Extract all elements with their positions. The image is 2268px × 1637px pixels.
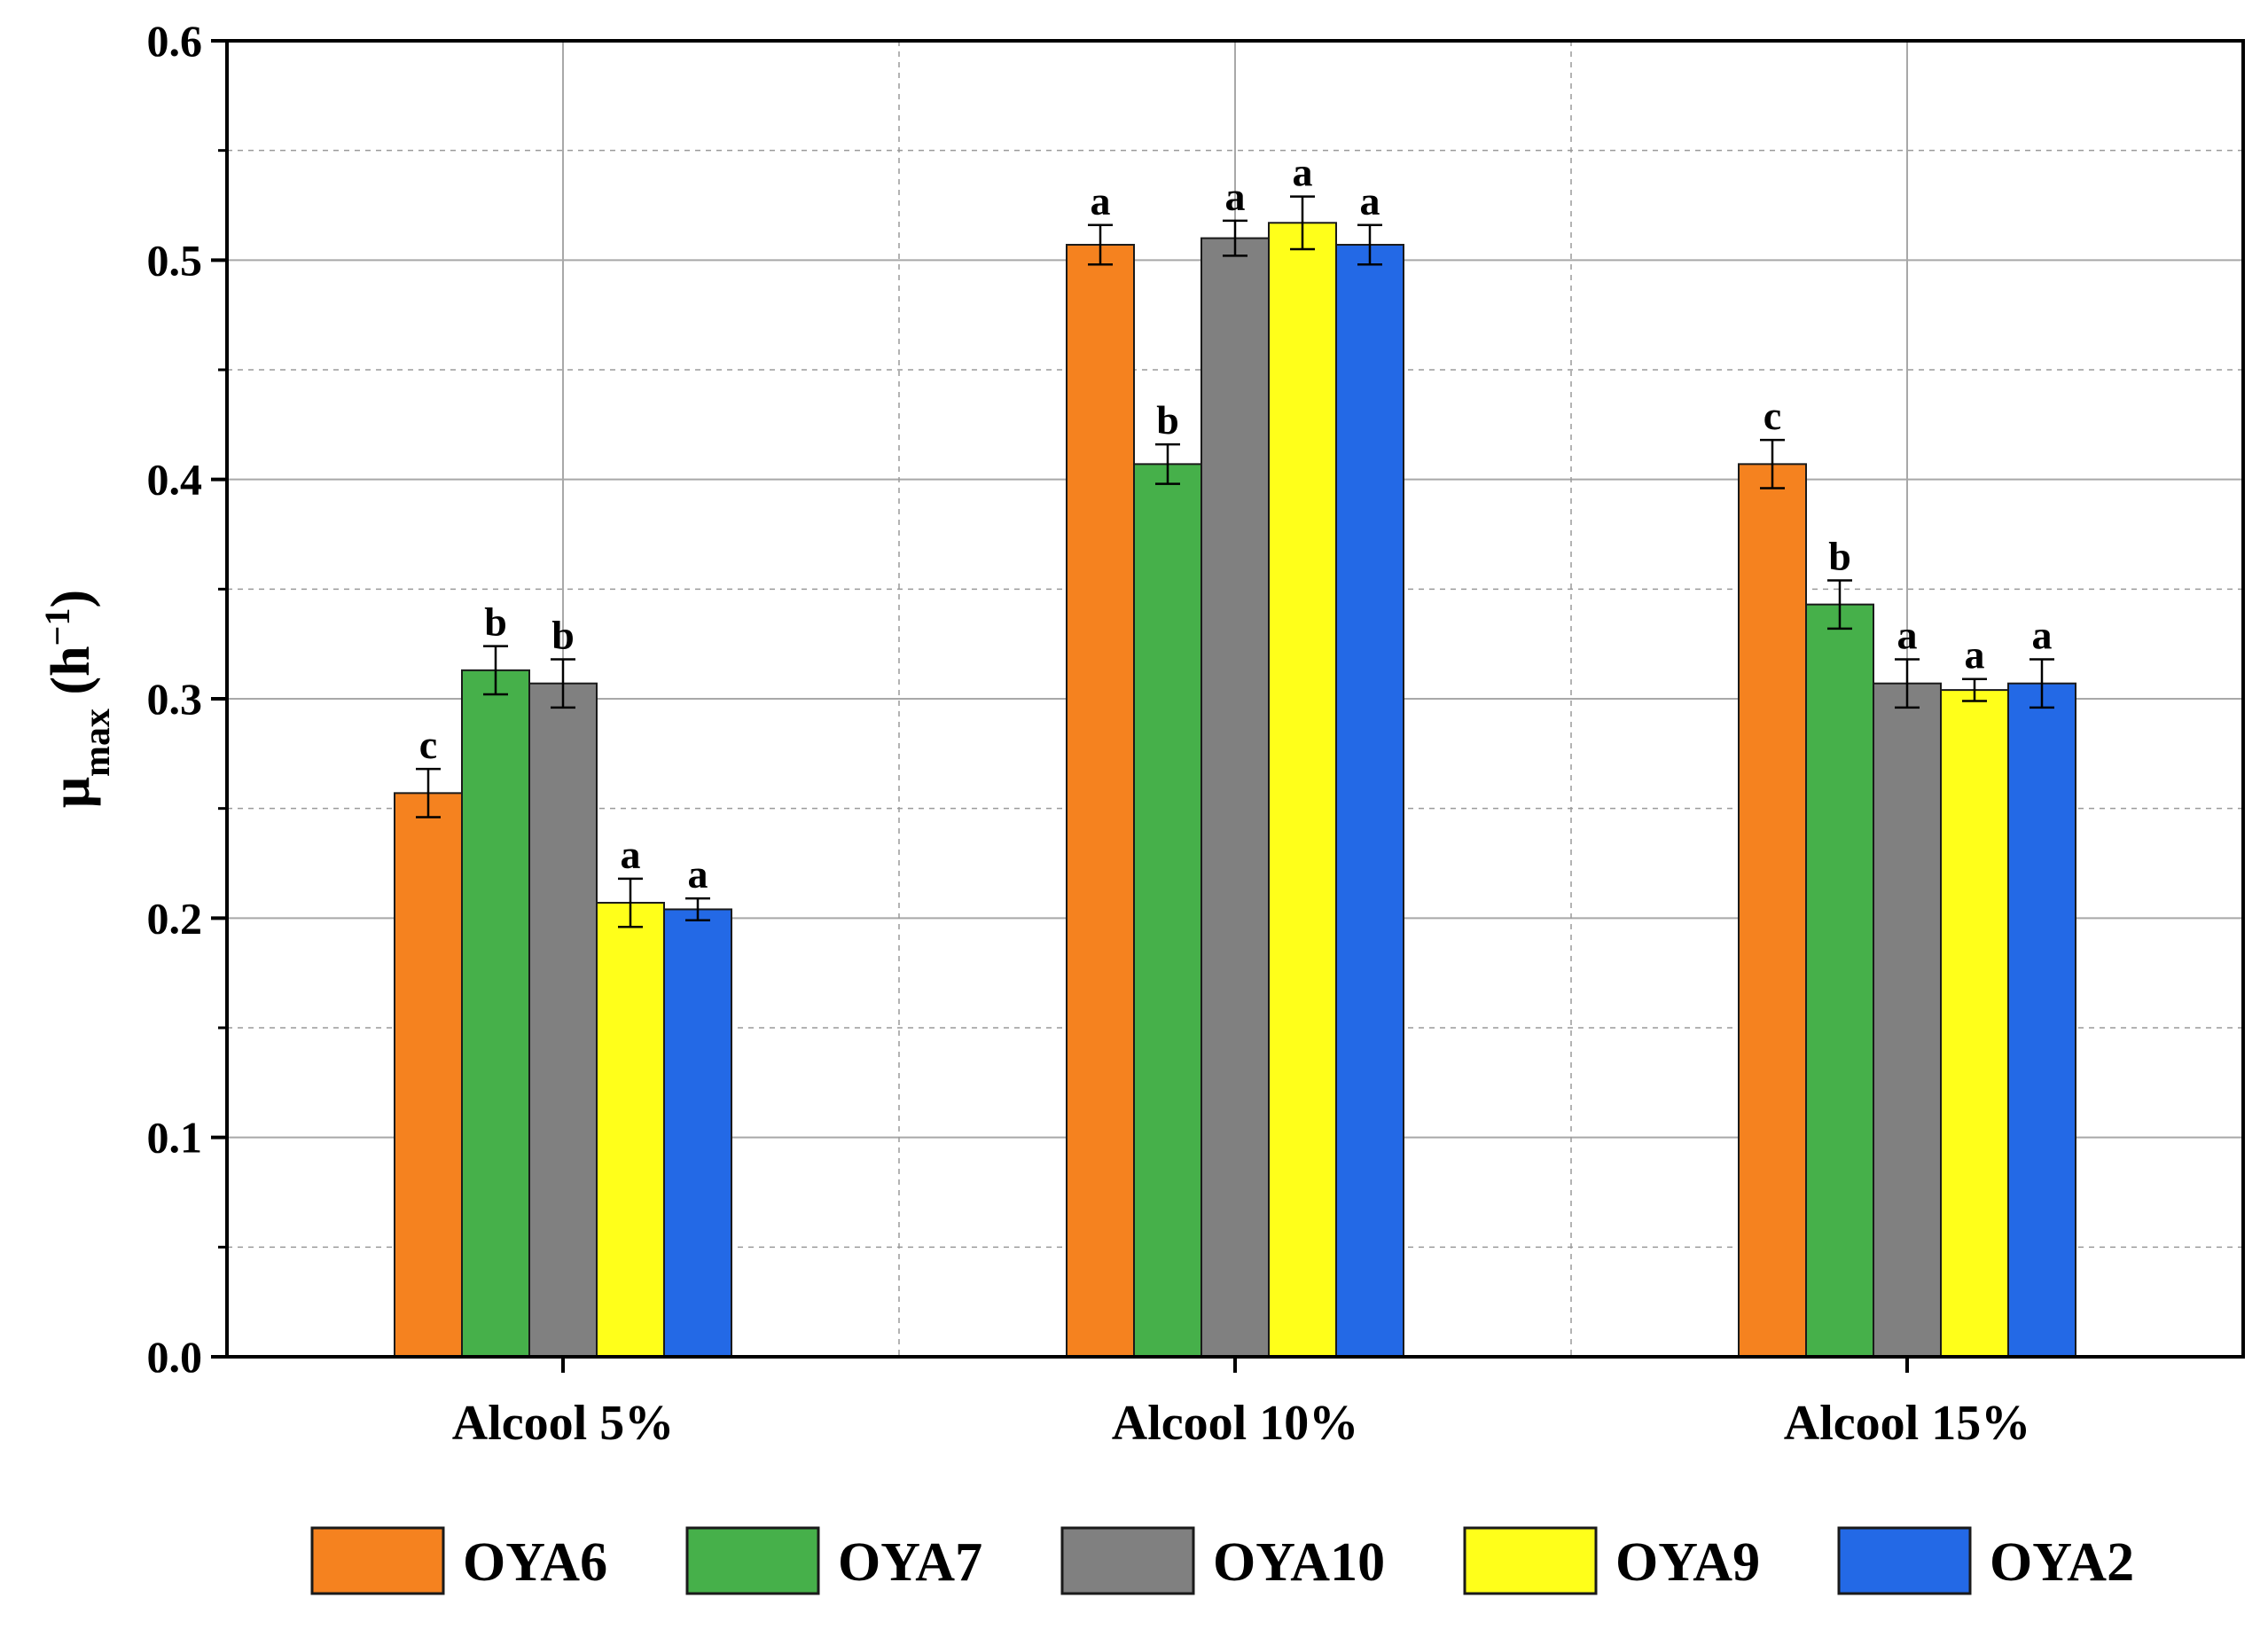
legend-label-oya9: OYA9 bbox=[1615, 1532, 1760, 1593]
legend-label-oya2: OYA2 bbox=[1990, 1532, 2134, 1593]
legend: OYA6 OYA7 OYA10 OYA9 OYA2 bbox=[310, 1526, 2134, 1595]
y-axis-title-superscript: −1 bbox=[37, 608, 77, 646]
significance-label: a bbox=[1965, 632, 1985, 678]
bar-oya2 bbox=[2007, 682, 2076, 1358]
legend-swatch-oya10 bbox=[1060, 1526, 1195, 1595]
y-tick-label: 0.5 bbox=[147, 235, 203, 285]
significance-label: a bbox=[2032, 612, 2053, 657]
x-category-label: Alcool 10% bbox=[1112, 1396, 1358, 1451]
significance-label: a bbox=[1897, 612, 1918, 657]
significance-label: a bbox=[1293, 150, 1313, 195]
bar-oya2 bbox=[1335, 244, 1404, 1358]
bar-oya10 bbox=[1873, 682, 1942, 1358]
legend-swatch-oya9 bbox=[1463, 1526, 1598, 1595]
significance-label: b bbox=[551, 612, 575, 657]
y-axis-title-subscript: max bbox=[77, 709, 118, 777]
bar-oya9 bbox=[1268, 222, 1337, 1359]
y-axis-title-main: μ bbox=[41, 777, 101, 808]
significance-label: b bbox=[1828, 533, 1851, 578]
bar-oya10 bbox=[1200, 237, 1270, 1359]
significance-label: a bbox=[621, 832, 641, 877]
significance-label: b bbox=[484, 599, 507, 645]
bar-oya7 bbox=[461, 669, 530, 1358]
legend-label-oya7: OYA7 bbox=[838, 1532, 982, 1593]
x-category-label: Alcool 15% bbox=[1784, 1396, 2030, 1451]
x-category-label: Alcool 5% bbox=[452, 1396, 674, 1451]
significance-label: c bbox=[1764, 393, 1781, 438]
significance-label: a bbox=[1360, 178, 1380, 223]
y-tick-label: 0.6 bbox=[147, 16, 203, 66]
bar-oya6 bbox=[1066, 244, 1135, 1358]
y-tick-label: 0.1 bbox=[147, 1113, 203, 1163]
legend-swatch-oya2 bbox=[1837, 1526, 1972, 1595]
bar-oya9 bbox=[1940, 689, 2009, 1358]
legend-swatch-oya6 bbox=[310, 1526, 445, 1595]
significance-label: a bbox=[688, 851, 708, 897]
bar-oya7 bbox=[1133, 463, 1202, 1358]
legend-swatch-oya7 bbox=[685, 1526, 820, 1595]
bar-oya7 bbox=[1805, 603, 1874, 1358]
error-bars bbox=[416, 195, 2054, 928]
y-axis-title: μmax (h−1) bbox=[37, 590, 119, 808]
bar-oya9 bbox=[596, 902, 665, 1359]
significance-label: a bbox=[1091, 178, 1111, 223]
axes: 0.0 0.1 0.2 0.3 0.4 0.5 0.6 Alcool 5% Alcool 10%… bbox=[147, 16, 2031, 1451]
y-tick-label: 0.4 bbox=[147, 455, 203, 505]
significance-label: b bbox=[1156, 397, 1179, 443]
y-axis-title-open: (h bbox=[41, 646, 101, 709]
bar-oya10 bbox=[528, 682, 598, 1358]
y-tick-label: 0.0 bbox=[147, 1332, 203, 1382]
bar-oya2 bbox=[663, 908, 732, 1358]
significance-label: a bbox=[1225, 174, 1246, 219]
legend-label-oya6: OYA6 bbox=[463, 1532, 607, 1593]
bar-oya6 bbox=[394, 792, 463, 1358]
bars bbox=[394, 222, 2076, 1359]
legend-label-oya10: OYA10 bbox=[1213, 1532, 1385, 1593]
y-axis-title-close: ) bbox=[41, 590, 101, 608]
bar-oya6 bbox=[1738, 463, 1807, 1358]
y-tick-label: 0.2 bbox=[147, 893, 203, 943]
y-tick-label: 0.3 bbox=[147, 674, 203, 724]
significance-label: c bbox=[419, 722, 437, 767]
